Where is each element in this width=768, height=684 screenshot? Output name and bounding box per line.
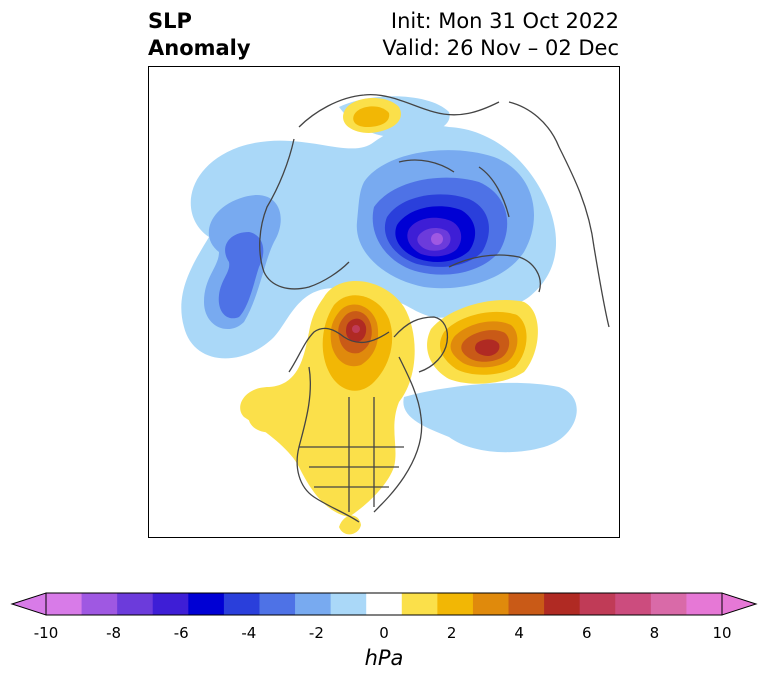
colorbar-cell [223, 593, 260, 615]
map-dates: Init: Mon 31 Oct 2022 Valid: 26 Nov – 02… [382, 8, 619, 62]
anomaly-map [149, 67, 619, 537]
colorbar-cell [508, 593, 545, 615]
colorbar-cell [650, 593, 687, 615]
valid-range: Valid: 26 Nov – 02 Dec [382, 36, 619, 60]
colorbar-tick-label: -10 [33, 624, 59, 642]
colorbar-cell [330, 593, 367, 615]
colorbar-cell [188, 593, 225, 615]
colorbar-tick-label: -8 [106, 624, 122, 642]
coastlines [259, 93, 610, 523]
colorbar-tick-label: 4 [514, 624, 524, 642]
colorbar-tick-label: 2 [446, 624, 457, 642]
map-title: SLP Anomaly [148, 8, 251, 62]
colorbar-cell [259, 593, 296, 615]
negative-anomaly [181, 96, 577, 453]
colorbar-cell [46, 593, 83, 615]
colorbar-cell [544, 593, 581, 615]
title-variable: SLP [148, 9, 192, 33]
colorbar [10, 592, 758, 616]
colorbar-tick-label: 0 [379, 624, 389, 642]
colorbar-tick-label: -2 [308, 624, 324, 642]
colorbar-tick-label: 8 [649, 624, 660, 642]
colorbar-label: hPa [364, 646, 404, 670]
colorbar-cell [615, 593, 652, 615]
colorbar-tick-label: 10 [712, 624, 732, 642]
colorbar-cells [46, 593, 723, 615]
colorbar-cell [295, 593, 332, 615]
colorbar-cell [117, 593, 154, 615]
colorbar-tick-label: 6 [582, 624, 592, 642]
colorbar-cell [81, 593, 118, 615]
colorbar-cell [152, 593, 189, 615]
colorbar-cell [401, 593, 438, 615]
map-panel [148, 66, 620, 538]
colorbar-outline [45, 592, 723, 616]
colorbar-cell [686, 593, 723, 615]
colorbar-cell [472, 593, 510, 615]
colorbar-min-extend [10, 592, 47, 616]
colorbar-cell [366, 593, 403, 615]
colorbar-tick-label: -4 [241, 624, 257, 642]
init-date: Init: Mon 31 Oct 2022 [390, 9, 619, 33]
colorbar-max-extend [721, 592, 758, 616]
colorbar-tick-label: -6 [173, 624, 189, 642]
positive-anomaly [240, 97, 538, 535]
colorbar-cell [579, 593, 616, 615]
title-field: Anomaly [148, 36, 251, 60]
colorbar-cell [437, 593, 474, 615]
